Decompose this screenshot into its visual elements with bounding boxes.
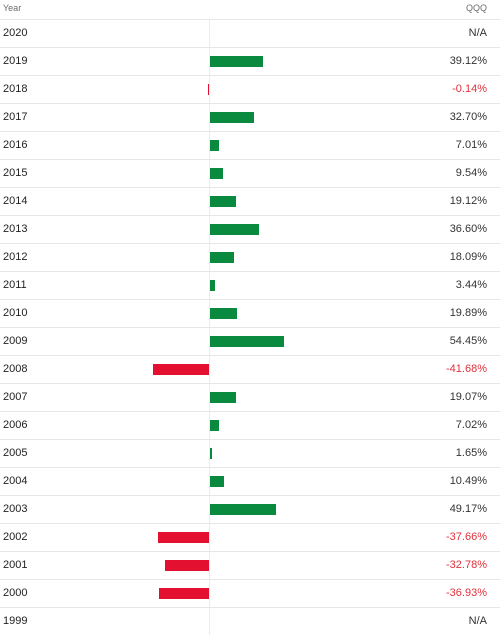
return-value-label: -37.66% — [446, 531, 487, 543]
positive-return-bar — [210, 476, 225, 487]
positive-return-bar — [210, 392, 236, 403]
return-value-label: 32.70% — [449, 111, 487, 123]
chart-row: 2017 32.70% — [0, 103, 500, 131]
return-value-label: 54.45% — [449, 335, 487, 347]
year-label: 2003 — [3, 503, 28, 515]
year-label: 2007 — [3, 391, 28, 403]
chart-row: 2015 9.54% — [0, 159, 500, 187]
positive-return-bar — [210, 336, 284, 347]
year-label: 2019 — [3, 55, 28, 67]
year-label: 2009 — [3, 335, 28, 347]
year-label: 2011 — [3, 279, 27, 291]
year-column-header: Year — [3, 3, 22, 13]
returns-chart: 2020 N/A 2019 39.12% 2018 -0.14% 2017 32.70% 201… — [0, 19, 500, 635]
chart-row: 2007 19.07% — [0, 383, 500, 411]
positive-return-bar — [210, 196, 236, 207]
return-value-label: N/A — [468, 615, 487, 627]
chart-row: 2001 -32.78% — [0, 551, 500, 579]
positive-return-bar — [210, 252, 235, 263]
return-value-label: 9.54% — [455, 167, 487, 179]
negative-return-bar — [164, 560, 209, 571]
year-label: 2001 — [3, 559, 28, 571]
chart-row: 2000 -36.93% — [0, 579, 500, 607]
positive-return-bar — [210, 56, 263, 67]
year-label: 2017 — [3, 111, 28, 123]
return-value-label: -36.93% — [446, 587, 487, 599]
chart-row: 2012 18.09% — [0, 243, 500, 271]
return-value-label: 7.01% — [455, 139, 487, 151]
return-value-label: 19.07% — [449, 391, 487, 403]
return-value-label: 10.49% — [449, 475, 487, 487]
chart-row: 2018 -0.14% — [0, 75, 500, 103]
year-label: 2000 — [3, 587, 28, 599]
return-value-label: 7.02% — [455, 419, 487, 431]
chart-row: 2003 49.17% — [0, 495, 500, 523]
positive-return-bar — [210, 504, 277, 515]
year-label: 2016 — [3, 139, 28, 151]
year-label: 2014 — [3, 195, 28, 207]
chart-row: 2004 10.49% — [0, 467, 500, 495]
return-value-label: -32.78% — [446, 559, 487, 571]
year-label: 2004 — [3, 475, 28, 487]
return-value-label: 36.60% — [449, 223, 487, 235]
year-label: 2002 — [3, 531, 28, 543]
return-value-label: -41.68% — [446, 363, 487, 375]
return-value-label: 3.44% — [455, 279, 487, 291]
year-label: 2005 — [3, 447, 28, 459]
year-label: 2006 — [3, 419, 28, 431]
positive-return-bar — [210, 112, 255, 123]
year-label: 2018 — [3, 83, 28, 95]
chart-row: 2006 7.02% — [0, 411, 500, 439]
chart-row: 2014 19.12% — [0, 187, 500, 215]
positive-return-bar — [210, 448, 213, 459]
return-value-label: 18.09% — [449, 251, 487, 263]
year-label: 2020 — [3, 27, 28, 39]
chart-row: 2002 -37.66% — [0, 523, 500, 551]
chart-row: 2016 7.01% — [0, 131, 500, 159]
chart-row: 2009 54.45% — [0, 327, 500, 355]
year-label: 2013 — [3, 223, 28, 235]
chart-row: 1999 N/A — [0, 607, 500, 635]
positive-return-bar — [210, 168, 223, 179]
year-label: 2012 — [3, 251, 28, 263]
return-value-label: 19.12% — [449, 195, 487, 207]
return-value-label: N/A — [468, 27, 487, 39]
negative-return-bar — [152, 364, 209, 375]
chart-row: 2008 -41.68% — [0, 355, 500, 383]
year-label: 2008 — [3, 363, 28, 375]
negative-return-bar — [158, 532, 209, 543]
return-value-label: 39.12% — [449, 55, 487, 67]
negative-return-bar — [208, 84, 209, 95]
positive-return-bar — [210, 140, 220, 151]
return-value-label: 49.17% — [449, 503, 487, 515]
chart-row: 2020 N/A — [0, 19, 500, 47]
chart-row: 2011 3.44% — [0, 271, 500, 299]
year-label: 2015 — [3, 167, 28, 179]
chart-row: 2013 36.60% — [0, 215, 500, 243]
return-value-label: -0.14% — [452, 83, 487, 95]
positive-return-bar — [210, 420, 220, 431]
year-label: 1999 — [3, 615, 28, 627]
chart-row: 2005 1.65% — [0, 439, 500, 467]
table-header: Year QQQ — [0, 0, 500, 18]
chart-row: 2010 19.89% — [0, 299, 500, 327]
positive-return-bar — [210, 224, 260, 235]
chart-row: 2019 39.12% — [0, 47, 500, 75]
positive-return-bar — [210, 308, 237, 319]
return-value-label: 1.65% — [455, 447, 487, 459]
positive-return-bar — [210, 280, 215, 291]
ticker-column-header: QQQ — [465, 3, 487, 13]
return-value-label: 19.89% — [449, 307, 487, 319]
negative-return-bar — [159, 588, 209, 599]
year-label: 2010 — [3, 307, 28, 319]
